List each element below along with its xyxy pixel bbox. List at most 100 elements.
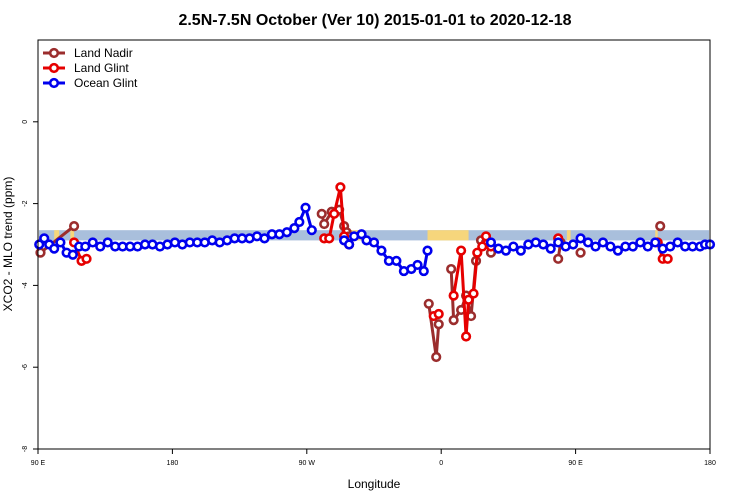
data-point	[344, 239, 355, 250]
data-point	[49, 243, 60, 254]
data-point	[650, 237, 661, 248]
data-point	[448, 290, 459, 301]
data-point	[642, 241, 653, 252]
data-point	[515, 245, 526, 256]
y-tick-label: -8	[22, 446, 29, 452]
series-layer	[34, 182, 716, 363]
land-band-segment	[655, 230, 658, 241]
x-axis: 90 E 180 90 W 0 90 E 180	[31, 449, 716, 467]
data-point	[485, 237, 497, 248]
data-point	[448, 315, 459, 326]
data-point	[627, 241, 638, 252]
data-point	[39, 233, 50, 244]
data-point	[95, 241, 106, 252]
data-point	[500, 245, 512, 256]
plot-frame	[37, 39, 711, 450]
data-point	[480, 231, 492, 242]
data-point	[294, 216, 305, 228]
data-point	[391, 255, 402, 266]
data-point	[605, 241, 616, 252]
data-point	[422, 245, 433, 256]
data-point	[456, 245, 467, 256]
legend-item-land-glint: Land Glint	[43, 61, 129, 75]
data-point	[67, 249, 78, 260]
ocean-band	[39, 230, 709, 241]
data-point	[612, 245, 624, 256]
y-axis-label: XCO2 - MLO trend (ppm)	[1, 177, 15, 312]
data-point	[590, 241, 601, 252]
data-point	[468, 288, 479, 299]
data-point	[662, 253, 673, 264]
legend-item-ocean-glint: Ocean Glint	[43, 76, 138, 90]
land-band-segment	[566, 230, 571, 241]
data-point	[446, 263, 457, 275]
x-tick-label: 90 E	[31, 460, 46, 467]
y-axis: 0 -2 -4 -6 -8	[22, 120, 38, 452]
x-tick-label: 180	[167, 460, 179, 467]
data-point	[81, 253, 92, 264]
y-tick-label: -2	[22, 200, 29, 206]
data-point	[329, 208, 340, 219]
x-tick-label: 90 W	[299, 460, 316, 467]
data-point	[376, 245, 387, 256]
data-point	[102, 237, 113, 248]
legend-label: Ocean Glint	[74, 76, 138, 90]
legend-item-land-nadir: Land Nadir	[43, 46, 133, 60]
y-tick-label: -6	[22, 364, 29, 370]
data-point	[412, 259, 423, 271]
y-tick-label: 0	[22, 120, 29, 124]
data-point	[568, 239, 579, 250]
data-point	[431, 351, 442, 363]
data-point	[300, 202, 311, 213]
data-point	[68, 220, 80, 232]
data-point	[55, 237, 66, 248]
data-point	[553, 237, 564, 248]
legend-label: Land Glint	[74, 61, 129, 75]
data-point	[281, 227, 292, 238]
data-point	[423, 298, 434, 309]
data-point	[316, 208, 327, 219]
data-point	[34, 239, 45, 250]
series-land-glint	[68, 182, 673, 342]
legend-label: Land Nadir	[74, 46, 133, 60]
data-point	[289, 223, 300, 234]
data-point	[597, 237, 609, 248]
data-point	[356, 229, 367, 240]
data-point	[508, 241, 519, 252]
data-point	[433, 319, 444, 330]
y-tick-label: -4	[22, 282, 29, 288]
data-point	[418, 265, 429, 277]
data-point	[553, 253, 564, 264]
data-point	[575, 233, 586, 244]
data-point	[672, 237, 683, 248]
data-point	[472, 247, 483, 258]
data-point	[460, 331, 472, 342]
x-tick-label: 180	[704, 460, 716, 467]
data-point	[463, 294, 474, 305]
series-land-nadir	[35, 204, 666, 363]
data-point	[575, 247, 586, 258]
data-point	[319, 218, 330, 230]
legend-swatch-marker	[48, 62, 60, 74]
data-point	[259, 233, 270, 244]
land-band-segment	[427, 230, 469, 241]
data-point	[635, 237, 646, 248]
data-point	[538, 239, 549, 250]
legend-swatch-marker	[48, 47, 60, 59]
x-tick-label: 90 E	[568, 460, 583, 467]
land-band-segment	[70, 230, 75, 241]
chart-title: 2.5N-7.5N October (Ver 10) 2015-01-01 to…	[178, 12, 571, 29]
data-point	[306, 225, 317, 236]
series-ocean-glint	[34, 202, 716, 277]
x-tick-label: 0	[439, 460, 443, 467]
data-point	[582, 237, 594, 248]
data-point	[545, 243, 556, 254]
land-band-segment	[54, 230, 60, 241]
data-point	[335, 182, 346, 193]
data-point	[665, 241, 676, 252]
data-point	[433, 308, 444, 320]
data-point	[368, 237, 380, 248]
data-point	[477, 241, 488, 252]
